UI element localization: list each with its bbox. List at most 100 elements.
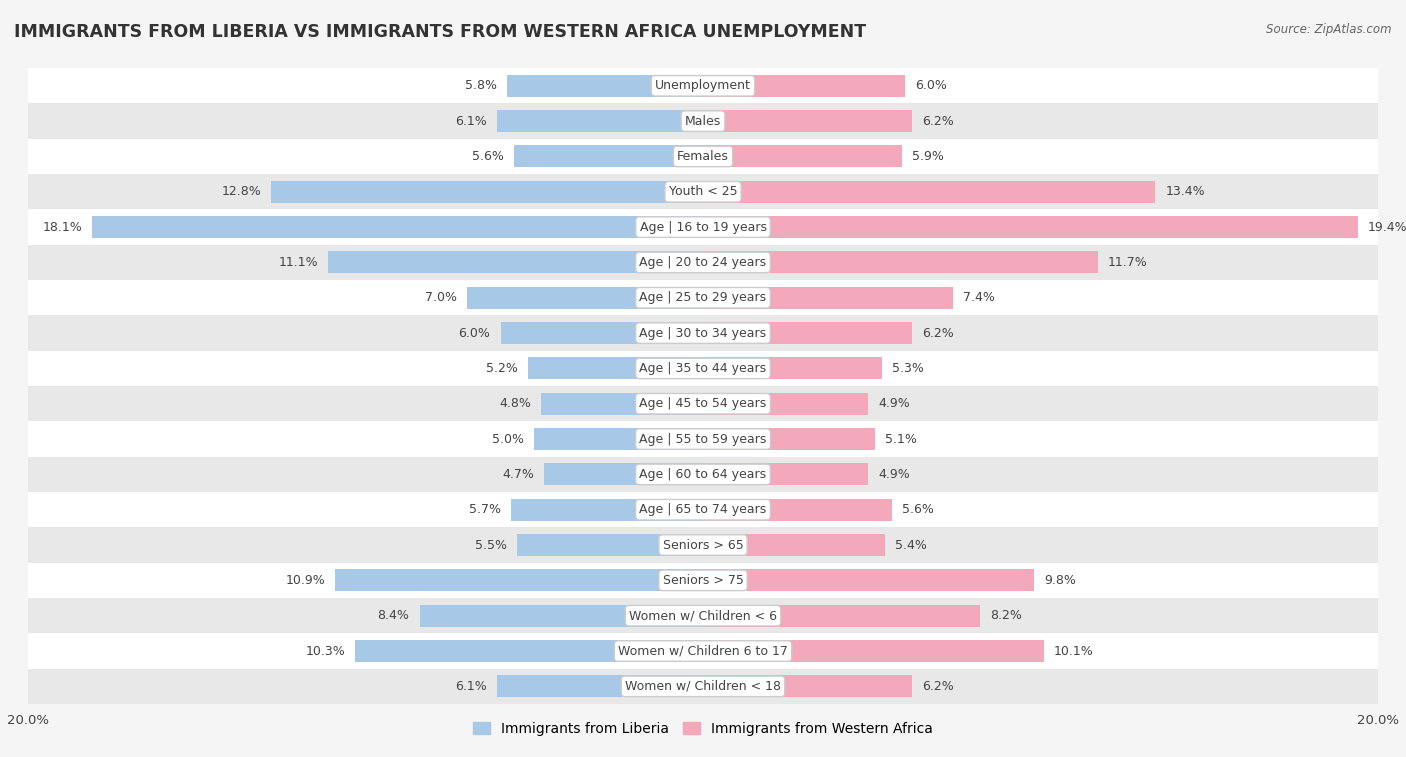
Text: Women w/ Children 6 to 17: Women w/ Children 6 to 17 — [619, 644, 787, 658]
Text: Age | 55 to 59 years: Age | 55 to 59 years — [640, 432, 766, 446]
Text: 7.0%: 7.0% — [425, 291, 457, 304]
Text: IMMIGRANTS FROM LIBERIA VS IMMIGRANTS FROM WESTERN AFRICA UNEMPLOYMENT: IMMIGRANTS FROM LIBERIA VS IMMIGRANTS FR… — [14, 23, 866, 41]
Text: 19.4%: 19.4% — [1368, 220, 1406, 234]
Bar — [28, 492, 1378, 528]
Bar — [703, 675, 912, 697]
Text: 4.9%: 4.9% — [879, 397, 910, 410]
Text: 6.2%: 6.2% — [922, 114, 955, 128]
Bar — [541, 393, 703, 415]
Bar — [703, 145, 903, 167]
Text: Youth < 25: Youth < 25 — [669, 185, 737, 198]
Bar — [28, 104, 1378, 139]
Text: 11.1%: 11.1% — [278, 256, 318, 269]
Text: 5.3%: 5.3% — [891, 362, 924, 375]
Bar — [534, 428, 703, 450]
Text: 5.2%: 5.2% — [485, 362, 517, 375]
Text: 4.9%: 4.9% — [879, 468, 910, 481]
Text: 5.1%: 5.1% — [886, 432, 917, 446]
Text: Age | 60 to 64 years: Age | 60 to 64 years — [640, 468, 766, 481]
Bar — [703, 322, 912, 344]
Bar — [703, 569, 1033, 591]
Text: 10.1%: 10.1% — [1054, 644, 1094, 658]
Bar — [28, 634, 1378, 668]
Bar — [703, 463, 869, 485]
Text: 18.1%: 18.1% — [42, 220, 82, 234]
Bar — [28, 210, 1378, 245]
Text: 8.4%: 8.4% — [378, 609, 409, 622]
Bar — [515, 145, 703, 167]
Text: 11.7%: 11.7% — [1108, 256, 1147, 269]
Bar — [28, 528, 1378, 562]
Bar — [498, 111, 703, 132]
Text: 5.9%: 5.9% — [912, 150, 943, 163]
Bar — [28, 386, 1378, 422]
Text: Women w/ Children < 6: Women w/ Children < 6 — [628, 609, 778, 622]
Bar — [28, 562, 1378, 598]
Text: 10.9%: 10.9% — [285, 574, 325, 587]
Bar — [703, 181, 1156, 203]
Text: 6.1%: 6.1% — [456, 680, 486, 693]
Bar — [527, 357, 703, 379]
Bar — [271, 181, 703, 203]
Bar — [28, 350, 1378, 386]
Bar — [335, 569, 703, 591]
Bar — [28, 280, 1378, 316]
Bar — [28, 316, 1378, 350]
Bar — [510, 499, 703, 521]
Bar — [703, 640, 1043, 662]
Bar — [28, 456, 1378, 492]
Text: 8.2%: 8.2% — [990, 609, 1022, 622]
Bar — [28, 139, 1378, 174]
Text: Age | 25 to 29 years: Age | 25 to 29 years — [640, 291, 766, 304]
Text: Age | 16 to 19 years: Age | 16 to 19 years — [640, 220, 766, 234]
Bar — [517, 534, 703, 556]
Text: 6.0%: 6.0% — [458, 326, 491, 340]
Text: Unemployment: Unemployment — [655, 79, 751, 92]
Bar — [356, 640, 703, 662]
Bar — [28, 668, 1378, 704]
Text: 6.0%: 6.0% — [915, 79, 948, 92]
Text: Age | 20 to 24 years: Age | 20 to 24 years — [640, 256, 766, 269]
Bar — [703, 287, 953, 309]
Text: Males: Males — [685, 114, 721, 128]
Text: 7.4%: 7.4% — [963, 291, 994, 304]
Text: Age | 35 to 44 years: Age | 35 to 44 years — [640, 362, 766, 375]
Bar — [501, 322, 703, 344]
Bar — [703, 111, 912, 132]
Text: 13.4%: 13.4% — [1166, 185, 1205, 198]
Bar — [508, 75, 703, 97]
Bar — [703, 393, 869, 415]
Text: Females: Females — [678, 150, 728, 163]
Bar — [498, 675, 703, 697]
Bar — [28, 598, 1378, 634]
Text: 12.8%: 12.8% — [221, 185, 262, 198]
Text: 6.2%: 6.2% — [922, 680, 955, 693]
Bar — [28, 174, 1378, 210]
Bar — [467, 287, 703, 309]
Bar — [28, 422, 1378, 456]
Text: 5.7%: 5.7% — [468, 503, 501, 516]
Text: 6.1%: 6.1% — [456, 114, 486, 128]
Text: 9.8%: 9.8% — [1043, 574, 1076, 587]
Text: Age | 65 to 74 years: Age | 65 to 74 years — [640, 503, 766, 516]
Text: 5.6%: 5.6% — [903, 503, 934, 516]
Bar — [703, 605, 980, 627]
Bar — [28, 68, 1378, 104]
Bar — [419, 605, 703, 627]
Bar — [703, 251, 1098, 273]
Text: 5.0%: 5.0% — [492, 432, 524, 446]
Text: 4.8%: 4.8% — [499, 397, 531, 410]
Text: Source: ZipAtlas.com: Source: ZipAtlas.com — [1267, 23, 1392, 36]
Bar — [703, 428, 875, 450]
Text: 5.6%: 5.6% — [472, 150, 503, 163]
Text: Seniors > 75: Seniors > 75 — [662, 574, 744, 587]
Text: 5.8%: 5.8% — [465, 79, 498, 92]
Bar — [544, 463, 703, 485]
Bar — [28, 245, 1378, 280]
Text: 5.4%: 5.4% — [896, 538, 927, 552]
Text: Age | 45 to 54 years: Age | 45 to 54 years — [640, 397, 766, 410]
Bar — [329, 251, 703, 273]
Bar — [703, 357, 882, 379]
Bar — [703, 499, 891, 521]
Text: Women w/ Children < 18: Women w/ Children < 18 — [626, 680, 780, 693]
